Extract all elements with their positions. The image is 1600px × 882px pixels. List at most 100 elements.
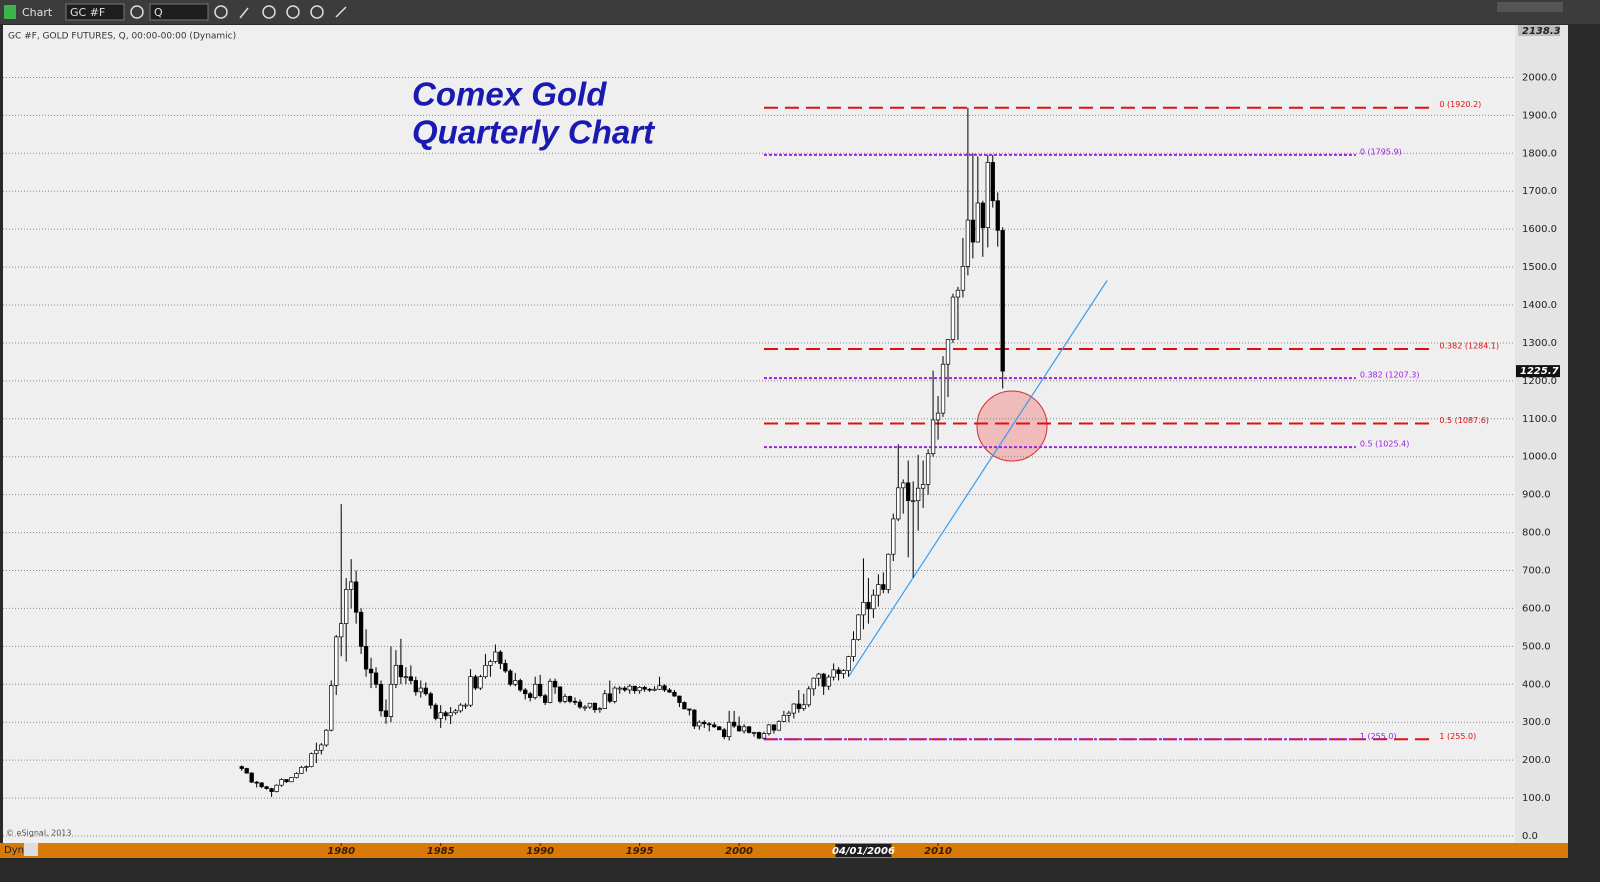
chart-title: Comex Gold <box>412 76 607 113</box>
copyright: © eSignal, 2013 <box>6 829 71 838</box>
candle-body <box>886 553 891 590</box>
candle-body <box>990 162 995 202</box>
candle-body <box>677 695 682 703</box>
candle-body <box>577 701 583 708</box>
candle-body <box>826 676 831 687</box>
candle-body <box>612 687 617 702</box>
candle-body <box>378 683 384 712</box>
candle-body <box>816 673 821 679</box>
candle-body <box>433 704 438 719</box>
candle-body <box>791 703 796 714</box>
candle-body <box>239 766 244 769</box>
candle-body <box>607 693 612 702</box>
chart-header: GC #F, GOLD FUTURES, Q, 00:00-00:00 (Dyn… <box>8 32 236 42</box>
x-tick-label: 1985 <box>427 846 455 857</box>
x-tick-label: 1995 <box>626 846 654 857</box>
candle-body <box>916 487 921 502</box>
candle-body <box>587 702 593 708</box>
candle-body <box>1000 229 1005 372</box>
tool-icon[interactable] <box>335 6 347 18</box>
candle-body <box>632 685 637 692</box>
tool-icon[interactable] <box>286 5 300 19</box>
interval[interactable]: Q <box>154 6 163 19</box>
candle-body <box>294 773 299 778</box>
symbol[interactable]: GC #F <box>70 6 105 19</box>
candle-body <box>557 686 563 702</box>
interval-box[interactable] <box>149 3 209 21</box>
tool-icon[interactable] <box>214 5 228 19</box>
candle-body <box>985 162 990 228</box>
fib-label: 0.5 (1087.6) <box>1439 416 1489 425</box>
y-tick-label: 200.0 <box>1522 755 1551 766</box>
candle-body <box>896 487 901 520</box>
candle-body <box>349 581 354 590</box>
y-tick-label: 1100.0 <box>1522 414 1557 425</box>
candle-body <box>453 710 458 714</box>
candle-body <box>702 721 707 725</box>
candle-body <box>264 786 269 789</box>
status: Dyn <box>4 845 24 856</box>
candle-body <box>398 664 404 678</box>
candle-body <box>950 296 956 340</box>
candle-body <box>259 782 264 788</box>
x-cursor-label: 04/01/2006 <box>832 846 895 857</box>
fib-label: 1 (255.0) <box>1439 732 1476 741</box>
symbol-box[interactable] <box>65 3 125 21</box>
x-cursor-box <box>835 844 892 857</box>
candle-body <box>567 696 573 702</box>
candle-body <box>542 695 548 703</box>
candle-body <box>408 676 413 681</box>
window-buttons[interactable] <box>1497 2 1563 12</box>
candle-body <box>617 687 622 690</box>
candle-body <box>761 733 767 739</box>
candle-body <box>314 749 319 755</box>
y-tick-label: 1600.0 <box>1522 224 1557 235</box>
candle-body <box>358 611 364 647</box>
candle-body <box>672 691 677 697</box>
candle-body <box>756 732 762 739</box>
y-tick-label: 1300.0 <box>1522 338 1557 349</box>
candle-body <box>602 693 607 709</box>
last-price-box <box>1516 365 1560 378</box>
candle-body <box>637 686 642 692</box>
candle-body <box>687 708 692 711</box>
tool-icon[interactable] <box>310 5 324 19</box>
candle-body <box>731 721 737 727</box>
y-tick-label: 600.0 <box>1522 603 1551 614</box>
candle-body <box>930 419 936 455</box>
candle-body <box>562 696 568 702</box>
candle-body <box>488 661 493 666</box>
candle-body <box>861 602 866 616</box>
candle-body <box>692 709 697 727</box>
fib-label: 1 (255.0) <box>1360 732 1397 741</box>
y-tick-label: 1500.0 <box>1522 262 1557 273</box>
tool-icon[interactable] <box>262 5 276 19</box>
candle-body <box>901 482 906 489</box>
status-icon[interactable] <box>24 843 38 856</box>
tool-icon[interactable] <box>239 7 249 19</box>
chart-icon <box>4 5 16 19</box>
candle-body <box>722 729 727 737</box>
candle-body <box>249 772 254 783</box>
candle-body <box>891 518 896 555</box>
candle-body <box>881 584 886 590</box>
y-tick-label: 700.0 <box>1522 566 1551 577</box>
y-tick-label: 300.0 <box>1522 717 1551 728</box>
candle-body <box>831 669 836 678</box>
candle-body <box>428 693 433 706</box>
y-tick-label: 1800.0 <box>1522 148 1557 159</box>
candle-body <box>836 669 841 675</box>
y-tick-label: 1200.0 <box>1522 376 1557 387</box>
x-tick-label: 1980 <box>327 846 355 857</box>
plot-area <box>3 25 1515 843</box>
y-tick-label: 1000.0 <box>1522 452 1557 463</box>
candle-body <box>776 721 782 731</box>
tool-icon[interactable] <box>130 5 144 19</box>
candle-body <box>324 729 329 746</box>
window-title: Chart <box>22 6 53 19</box>
candle-body <box>622 687 627 691</box>
candle-body <box>279 779 284 786</box>
candle-body <box>995 200 1000 231</box>
candle-body <box>851 639 856 657</box>
